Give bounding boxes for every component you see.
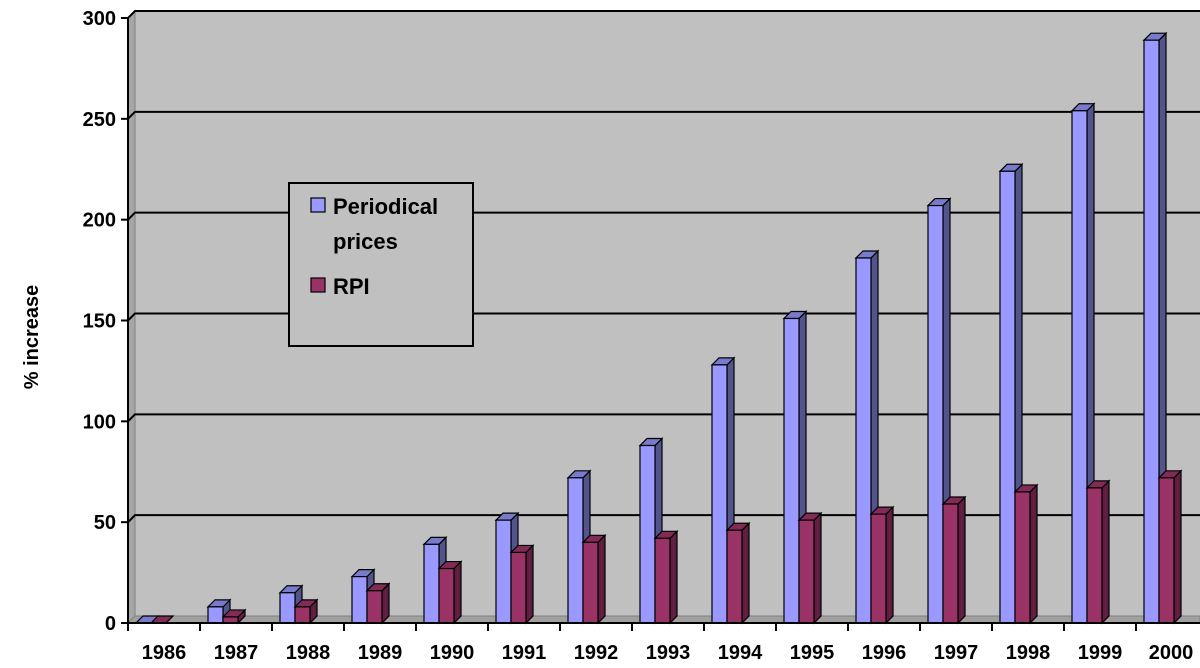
bar-rpi-1991 (509, 543, 535, 625)
y-axis-label: % increase (21, 285, 43, 390)
bar-rpi-1993 (653, 529, 679, 625)
x-tick-label-1995: 1995 (790, 642, 835, 664)
y-tick-label: 50 (94, 512, 116, 534)
y-tick-label: 200 (83, 210, 116, 232)
x-tick-label-1989: 1989 (358, 642, 403, 664)
y-tick-label: 250 (83, 109, 116, 131)
gridlines (127, 10, 1200, 523)
x-tick-label-1987: 1987 (214, 642, 259, 664)
bar-rpi-1998 (1013, 483, 1039, 625)
x-tick-label-1991: 1991 (502, 642, 547, 664)
gridline (127, 413, 1200, 423)
legend-swatch-periodical-prices (310, 197, 326, 213)
y-tick-label: 100 (83, 411, 116, 433)
gridline (127, 312, 1200, 322)
bar-rpi-2000 (1157, 469, 1183, 625)
legend: Periodical prices RPI (288, 182, 474, 347)
legend-swatch-rpi (310, 277, 326, 293)
bar-rpi-1989 (365, 582, 391, 625)
y-tick-label: 0 (105, 613, 116, 635)
bar-rpi-1988 (293, 598, 319, 625)
x-tick-label-2000: 2000 (1149, 642, 1194, 664)
bar-rpi-1987 (221, 608, 247, 625)
y-tick-label: 300 (83, 8, 116, 30)
x-tick-label-1997: 1997 (934, 642, 979, 664)
gridline (127, 211, 1200, 221)
bars (134, 31, 1183, 625)
bar-rpi-1999 (1085, 479, 1111, 625)
x-tick-label-1999: 1999 (1078, 642, 1123, 664)
bar-rpi-1994 (725, 521, 751, 625)
gridline (127, 110, 1200, 120)
x-tick-label-1988: 1988 (286, 642, 331, 664)
bar-rpi-1995 (797, 511, 823, 625)
x-tick-label-1986: 1986 (142, 642, 187, 664)
x-tick-label-1993: 1993 (646, 642, 691, 664)
gridline (127, 514, 1200, 523)
bar-rpi-1996 (869, 505, 895, 625)
legend-label-periodical-prices: Periodical prices (333, 194, 444, 254)
y-tick-label: 150 (83, 311, 116, 333)
x-tick-label-1992: 1992 (574, 642, 619, 664)
bar-rpi-1997 (941, 495, 967, 625)
bar-rpi-1992 (581, 533, 607, 625)
x-tick-label-1994: 1994 (718, 642, 763, 664)
bar-rpi-1990 (437, 560, 463, 625)
x-tick-label-1996: 1996 (862, 642, 907, 664)
x-tick-label-1998: 1998 (1006, 642, 1051, 664)
gridline (127, 10, 1200, 19)
legend-label-rpi: RPI (333, 274, 370, 299)
axes: 0 50 100 150 200 250 300 1986 1987 1988 1989 1990 19… (83, 8, 1200, 664)
x-tick-label-1990: 1990 (430, 642, 475, 664)
